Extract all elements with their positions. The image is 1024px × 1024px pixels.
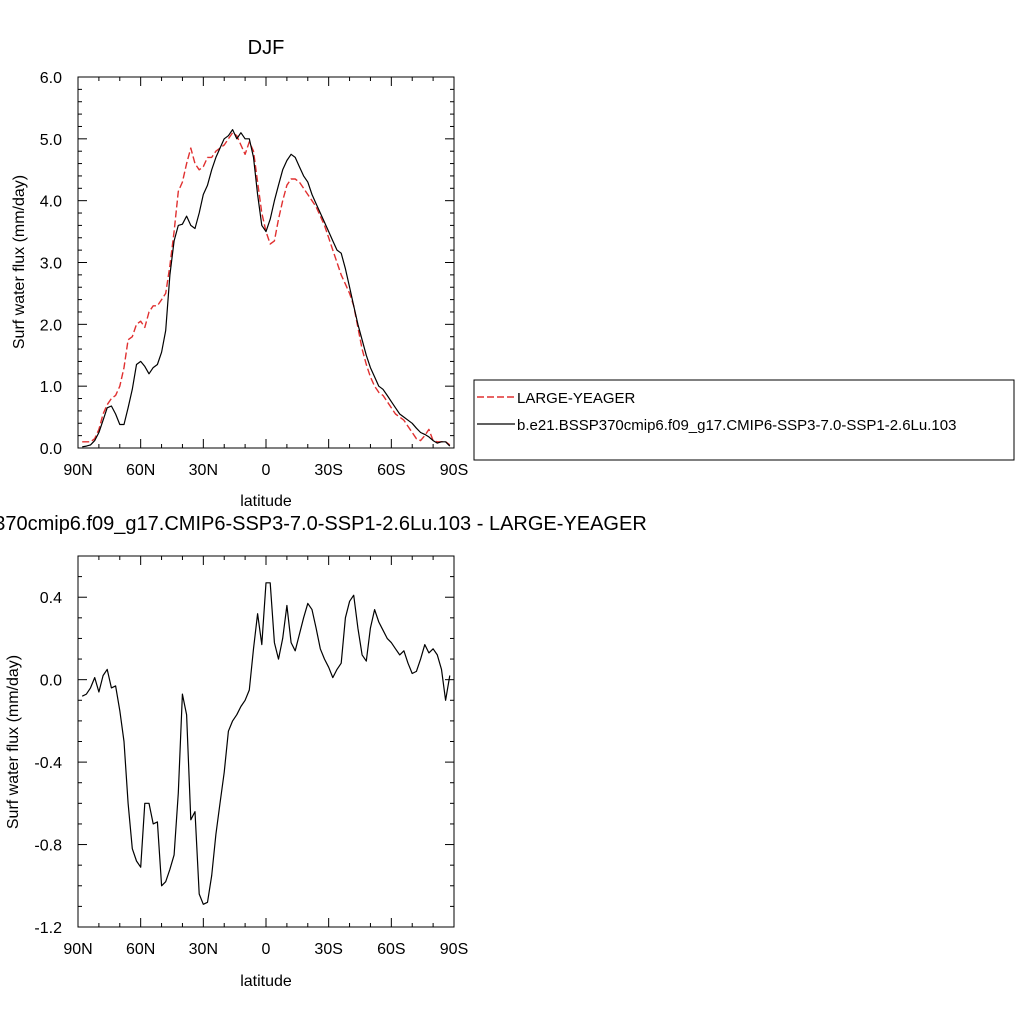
- top-panel-lines: [82, 129, 451, 448]
- series-line-difference: [81, 582, 451, 905]
- y-tick-label: 0.4: [40, 590, 62, 607]
- x-tick-label: 30N: [189, 462, 218, 479]
- top-panel-ylabel: Surf water flux (mm/day): [11, 175, 28, 349]
- y-tick-label: -0.4: [34, 755, 62, 772]
- x-tick-label: 0: [262, 462, 271, 479]
- legend: LARGE-YEAGER b.e21.BSSP370cmip6.f09_g17.…: [473, 379, 1015, 461]
- legend-label-model-run: b.e21.BSSP370cmip6.f09_g17.CMIP6-SSP3-7.…: [517, 417, 956, 434]
- top-plot-frame: [77, 76, 455, 449]
- bottom-panel-lines: [81, 582, 451, 905]
- y-tick-label: 2.0: [40, 317, 62, 334]
- x-tick-label: 90N: [63, 462, 92, 479]
- x-tick-label: 30S: [314, 462, 342, 479]
- top-panel-xlabel: latitude: [240, 493, 292, 510]
- y-tick-label: 6.0: [40, 70, 62, 87]
- x-tick-label: 30N: [189, 941, 218, 958]
- x-tick-label: 60S: [377, 941, 405, 958]
- y-tick-label: 5.0: [40, 132, 62, 149]
- top-panel-ticks: 90N 60N 30N 0 30S 60S 90S 0.0 1.0 2.0 3.0 4.0 5.0 6.0: [40, 70, 468, 479]
- y-tick-label: 3.0: [40, 256, 62, 273]
- x-tick-label: 60S: [377, 462, 405, 479]
- y-tick-label: 0.0: [40, 673, 62, 690]
- y-tick-label: 4.0: [40, 194, 62, 211]
- bottom-panel-xlabel: latitude: [240, 973, 292, 990]
- top-panel: DJF 90N 60N 30N 0 30S 60S 90S 0.0 1.0 2.0 3.0 4.0 5.…: [11, 37, 468, 510]
- y-tick-label: -0.8: [34, 838, 62, 855]
- legend-box: [473, 379, 1015, 461]
- x-tick-label: 0: [262, 941, 271, 958]
- x-tick-label: 90N: [63, 941, 92, 958]
- series-line-model-run: [82, 129, 451, 448]
- y-tick-label: 0.0: [40, 441, 62, 458]
- bottom-panel-ticks: 90N 60N 30N 0 30S 60S 90S -1.2 -0.8 -0.4 0.0 0.4: [34, 555, 468, 958]
- series-line-large-yeager: [82, 131, 451, 446]
- x-tick-label: 90S: [440, 941, 468, 958]
- x-tick-label: 60N: [126, 941, 155, 958]
- y-tick-label: 1.0: [40, 379, 62, 396]
- bottom-plot-frame: [77, 555, 455, 928]
- bottom-panel: b.e21.BSSP370cmip6.f09_g17.CMIP6-SSP3-7.…: [0, 513, 647, 990]
- legend-label-large-yeager: LARGE-YEAGER: [517, 390, 636, 407]
- x-tick-label: 90S: [440, 462, 468, 479]
- bottom-panel-title: b.e21.BSSP370cmip6.f09_g17.CMIP6-SSP3-7.…: [0, 513, 647, 535]
- top-panel-title: DJF: [248, 37, 285, 59]
- x-tick-label: 30S: [314, 941, 342, 958]
- x-tick-label: 60N: [126, 462, 155, 479]
- bottom-panel-ylabel: Surf water flux (mm/day): [5, 655, 22, 829]
- y-tick-label: -1.2: [34, 920, 62, 937]
